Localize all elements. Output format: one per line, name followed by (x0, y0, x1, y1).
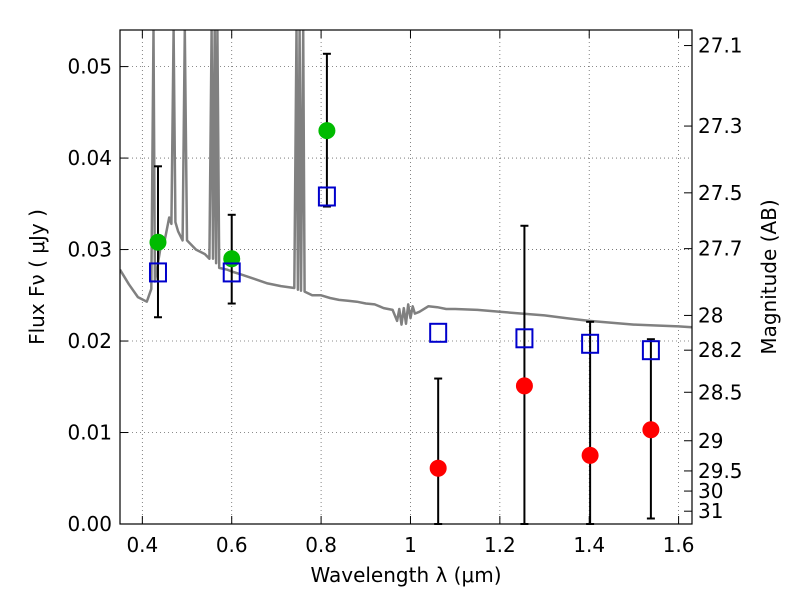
x-tick-label: 0.4 (126, 533, 158, 557)
model-square-point (429, 322, 448, 343)
x-tick-label: 0.6 (216, 533, 248, 557)
right-axis-label: Magnitude (AB) (757, 199, 781, 354)
y-tick-label: 0.05 (67, 55, 112, 79)
right-tick-label: 28.5 (698, 380, 743, 404)
plot-frame (119, 29, 693, 525)
data-point (581, 446, 599, 464)
y-tick-label: 0.02 (67, 329, 112, 353)
y-axis-label: Flux Fν ( μJy ) (25, 209, 49, 345)
model-square-point (515, 328, 534, 349)
data-point (642, 421, 660, 439)
y-tick-label: 0.00 (67, 512, 112, 536)
plot-background (120, 30, 692, 524)
model-spectrum-line (120, 30, 692, 329)
right-tick-label: 28.2 (698, 338, 743, 362)
x-tick-label: 1.4 (573, 533, 605, 557)
model-square-point (222, 262, 241, 283)
x-tick-label: 1.6 (663, 533, 695, 557)
x-tick-label: 0.8 (305, 533, 337, 557)
right-tick-label: 31 (698, 499, 723, 523)
right-tick-label: 29.5 (698, 459, 743, 483)
x-tick-label: 1.2 (484, 533, 516, 557)
y-tick-label: 0.01 (67, 421, 112, 445)
right-tick-label: 30 (698, 479, 723, 503)
y-tick-label: 0.03 (67, 238, 112, 262)
data-point (429, 459, 447, 477)
data-point (149, 233, 167, 251)
y-tick-label: 0.04 (67, 146, 112, 170)
right-tick-label: 29 (698, 429, 723, 453)
right-tick-label: 27.3 (698, 114, 743, 138)
data-markers (148, 122, 660, 477)
model-square-point (317, 186, 336, 207)
plot-series (120, 30, 692, 329)
model-square-point (148, 262, 167, 283)
x-tick-label: 1 (404, 533, 417, 557)
right-tick-label: 27.1 (698, 34, 743, 58)
right-tick-label: 27.7 (698, 237, 743, 261)
model-square-point (581, 333, 600, 354)
x-axis-label: Wavelength λ (μm) (310, 563, 501, 587)
grid (120, 30, 692, 524)
model-square-point (641, 340, 660, 361)
right-tick-label: 27.5 (698, 181, 743, 205)
data-point (515, 377, 533, 395)
data-point (318, 122, 336, 140)
right-tick-label: 28 (698, 303, 723, 327)
axis-ticks: 0.4 0.6 0.8 1 1.2 1.4 1.6 0.00 0.01 0.02 0.03 0.04 0… (67, 30, 743, 557)
error-bars (153, 52, 655, 525)
